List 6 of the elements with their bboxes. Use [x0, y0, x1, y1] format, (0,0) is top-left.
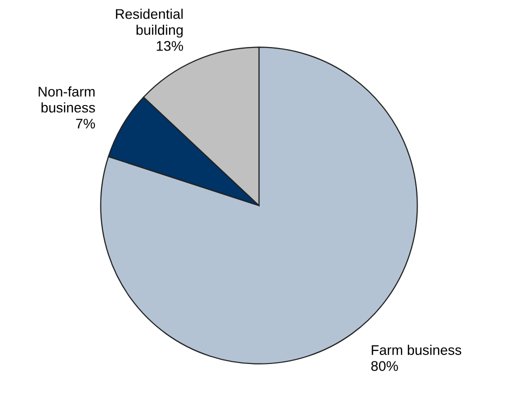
- data-label: 13%: [156, 41, 184, 51]
- slice-label: Residential building: [116, 8, 183, 38]
- data-label: 7%: [76, 118, 95, 128]
- slice-label: Non-farm business: [38, 86, 95, 113]
- slice-label: Farm business: [372, 344, 462, 355]
- data-label: 80%: [371, 361, 398, 371]
